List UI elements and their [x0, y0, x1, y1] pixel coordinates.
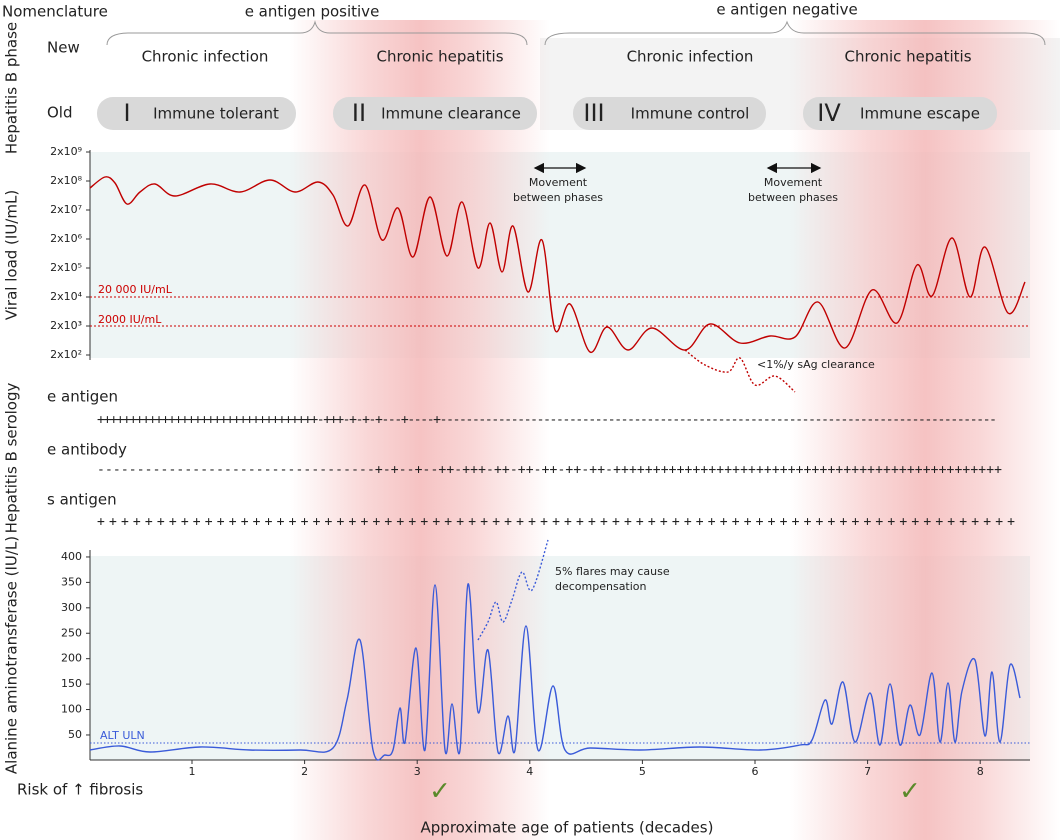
- new-label: New: [47, 39, 80, 57]
- flare-curve: [477, 539, 549, 641]
- x-tick-label: 7: [864, 765, 871, 778]
- y-tick-label: 350: [61, 575, 82, 588]
- y-tick-label: 2x10⁸: [50, 174, 83, 187]
- brace: [544, 20, 1046, 46]
- x-tick-label: 4: [526, 765, 533, 778]
- y-tick-label: 2x10⁴: [50, 290, 83, 303]
- y-tick-label: 300: [61, 601, 82, 614]
- hepatitis-band: [790, 20, 1060, 840]
- y-tick-label: 2x10⁶: [50, 232, 83, 245]
- y-tick-label: 150: [61, 677, 82, 690]
- nomenclature: Nomenclature: [2, 3, 108, 21]
- annotation: decompensation: [555, 580, 647, 593]
- serology-marks: ++++++++++++++++++++++++++++++++++++++++…: [97, 515, 1015, 530]
- y-tick-label: 50: [68, 728, 82, 741]
- uln-label: ALT ULN: [100, 729, 145, 742]
- phase-new: Chronic infection: [627, 48, 754, 66]
- check: ✓: [429, 777, 451, 807]
- phase-pill: [97, 97, 296, 130]
- annotation: <1%/y sAg clearance: [757, 358, 875, 371]
- x-tick-label: 3: [414, 765, 421, 778]
- alt-ticks: 50 100 150 200 250 300 350 400 1 2 3 4 5 6 7 8: [61, 550, 984, 778]
- annotation: 5% flares may cause: [555, 565, 670, 578]
- phase-old: Immune escape: [860, 105, 980, 123]
- y-tick-label: 2x10⁹: [50, 145, 82, 158]
- y-tick-label: 2x10²: [50, 348, 82, 361]
- threshold-label: 2000 IU/mL: [98, 313, 162, 326]
- serology-name: e antibody: [47, 441, 127, 459]
- y-tick-label: 250: [61, 626, 82, 639]
- old-label: Old: [47, 104, 73, 122]
- x-tick-label: 5: [639, 765, 646, 778]
- x-tick-label: 1: [189, 765, 196, 778]
- y-tick-label: 2x10³: [50, 319, 82, 332]
- phase-pill: [803, 97, 997, 130]
- group-label: e antigen negative: [716, 1, 857, 19]
- phase-new: Chronic hepatitis: [844, 48, 971, 66]
- phase-numeral: II: [352, 99, 366, 127]
- serology-marks: ++++++++++++++++++++++++++++++++++-+++-+…: [97, 413, 997, 428]
- annotation: between phases: [748, 191, 838, 204]
- hepatitis-band: [290, 20, 550, 840]
- viral-curve: [89, 176, 1026, 353]
- y-tick-label: 2x10⁵: [50, 261, 82, 274]
- serology-marks: -----------------------------------+-+--…: [97, 463, 1002, 478]
- annotation: Movement: [764, 176, 823, 189]
- serology-name: s antigen: [47, 491, 117, 509]
- clearance-curve: [684, 349, 796, 393]
- check: ✓: [899, 777, 921, 807]
- y-tick-label: 200: [61, 652, 82, 665]
- phase-numeral: III: [583, 99, 604, 127]
- side-label: Hepatitis B serology: [3, 382, 21, 533]
- x-tick-label: 8: [977, 765, 984, 778]
- phase-pill: [333, 97, 537, 130]
- phase-new: Chronic hepatitis: [376, 48, 503, 66]
- phase-pill: [573, 97, 766, 130]
- x-tick-label: 2: [301, 765, 308, 778]
- phase-old: Immune control: [631, 105, 750, 123]
- threshold-label: 20 000 IU/mL: [98, 283, 173, 296]
- side-label: Hepatitis B phase: [3, 22, 21, 154]
- side-label: Viral load (IU/mL): [3, 190, 21, 320]
- brace: [106, 20, 528, 46]
- viral-ticks: 2x10⁹ 2x10⁸ 2x10⁷ 2x10⁶ 2x10⁵ 2x10⁴ 2x10³ 2x10²: [50, 145, 90, 361]
- group-label: e antigen positive: [245, 3, 380, 21]
- risk-label: Risk of ↑ fibrosis: [17, 781, 143, 799]
- side-label: Alanine aminotransferase (IU/L): [3, 536, 21, 774]
- y-tick-label: 100: [61, 703, 82, 716]
- phase-old: Immune clearance: [381, 105, 521, 123]
- annotation: between phases: [513, 191, 603, 204]
- x-axis-label: Approximate age of patients (decades): [421, 819, 714, 837]
- y-tick-label: 2x10⁷: [50, 203, 82, 216]
- phase-new: Chronic infection: [142, 48, 269, 66]
- serology-name: e antigen: [47, 388, 118, 406]
- phase-old: Immune tolerant: [153, 105, 279, 123]
- phase-numeral: I: [123, 99, 130, 127]
- y-tick-label: 400: [61, 550, 82, 563]
- x-tick-label: 6: [752, 765, 759, 778]
- annotation: Movement: [529, 176, 588, 189]
- alt-curve: [89, 583, 1021, 761]
- phase-numeral: IV: [817, 99, 841, 127]
